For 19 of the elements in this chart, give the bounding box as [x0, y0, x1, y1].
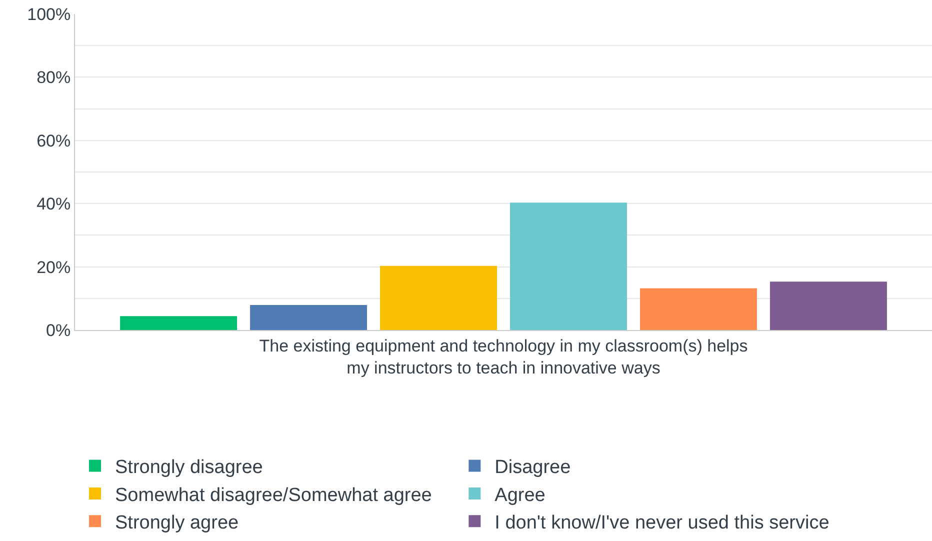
legend-label: Disagree [494, 457, 571, 478]
y-tick-label: 60% [36, 131, 71, 150]
legend-label: Strongly agree [115, 512, 239, 534]
bar [250, 305, 368, 330]
legend-label: Strongly disagree [115, 457, 263, 478]
y-tick-label: 40% [36, 194, 71, 214]
y-tick-label: 0% [46, 320, 71, 340]
legend-label: Agree [494, 484, 546, 506]
y-tick-label: 80% [36, 68, 71, 88]
bar [380, 266, 497, 330]
x-tick-label: The existing equipment and technology in my classroom(s) helps my instructors to teach in innovative ways [259, 336, 748, 378]
y-tick-label: 20% [36, 258, 71, 277]
bar [770, 282, 887, 330]
bar [120, 316, 238, 330]
bar [510, 202, 627, 330]
bar [640, 288, 757, 330]
legend-label: Somewhat disagree/Somewhat agree [115, 484, 432, 506]
legend-label: I don't know/I've never used this service [494, 512, 830, 534]
y-tick-label: 100% [27, 4, 71, 24]
